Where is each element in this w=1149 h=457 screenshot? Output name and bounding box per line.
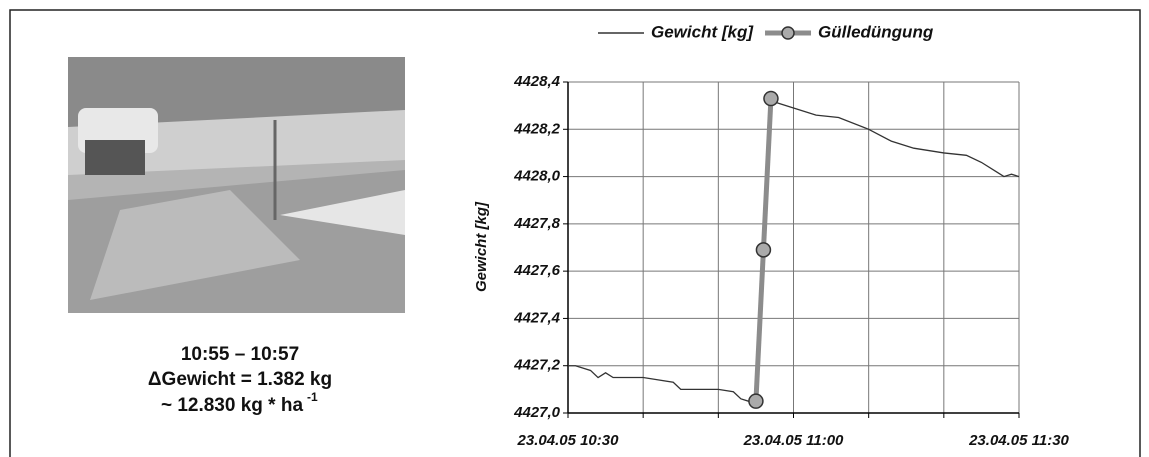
figure: 10:55 – 10:57 ΔGewicht = 1.382 kg ~ 12.8…: [0, 0, 1149, 457]
x-tick-label: 23.04.05 11:30: [968, 432, 1069, 449]
y-tick-label: 4427,6: [513, 262, 561, 279]
point: [764, 92, 778, 106]
caption-line: ΔGewicht = 1.382 kg: [148, 369, 332, 390]
y-tick-label: 4427,4: [513, 309, 561, 326]
point: [749, 394, 763, 408]
caption-superscript: -1: [307, 390, 318, 404]
page: {"figure_caption": {"lines": ["10:55 – 1…: [0, 0, 1149, 457]
y-tick-label: 4428,4: [513, 73, 561, 90]
x-tick-label: 23.04.05 10:30: [517, 432, 620, 449]
photo: [68, 57, 405, 313]
legend-label: Gewicht [kg]: [651, 22, 754, 41]
y-tick-label: 4428,2: [513, 120, 561, 137]
y-tick-label: 4427,0: [513, 404, 561, 421]
y-axis-label: Gewicht [kg]: [473, 201, 490, 292]
point: [756, 243, 770, 257]
caption-line: 10:55 – 10:57: [181, 344, 299, 365]
y-tick-label: 4427,2: [513, 357, 561, 374]
legend-marker: [782, 27, 794, 39]
legend-label: Gülledüngung: [818, 22, 934, 41]
caption-line: ~ 12.830 kg * ha: [161, 395, 303, 416]
x-tick-label: 23.04.05 11:00: [743, 432, 844, 449]
y-tick-label: 4427,8: [513, 215, 561, 232]
y-tick-label: 4428,0: [513, 168, 561, 185]
